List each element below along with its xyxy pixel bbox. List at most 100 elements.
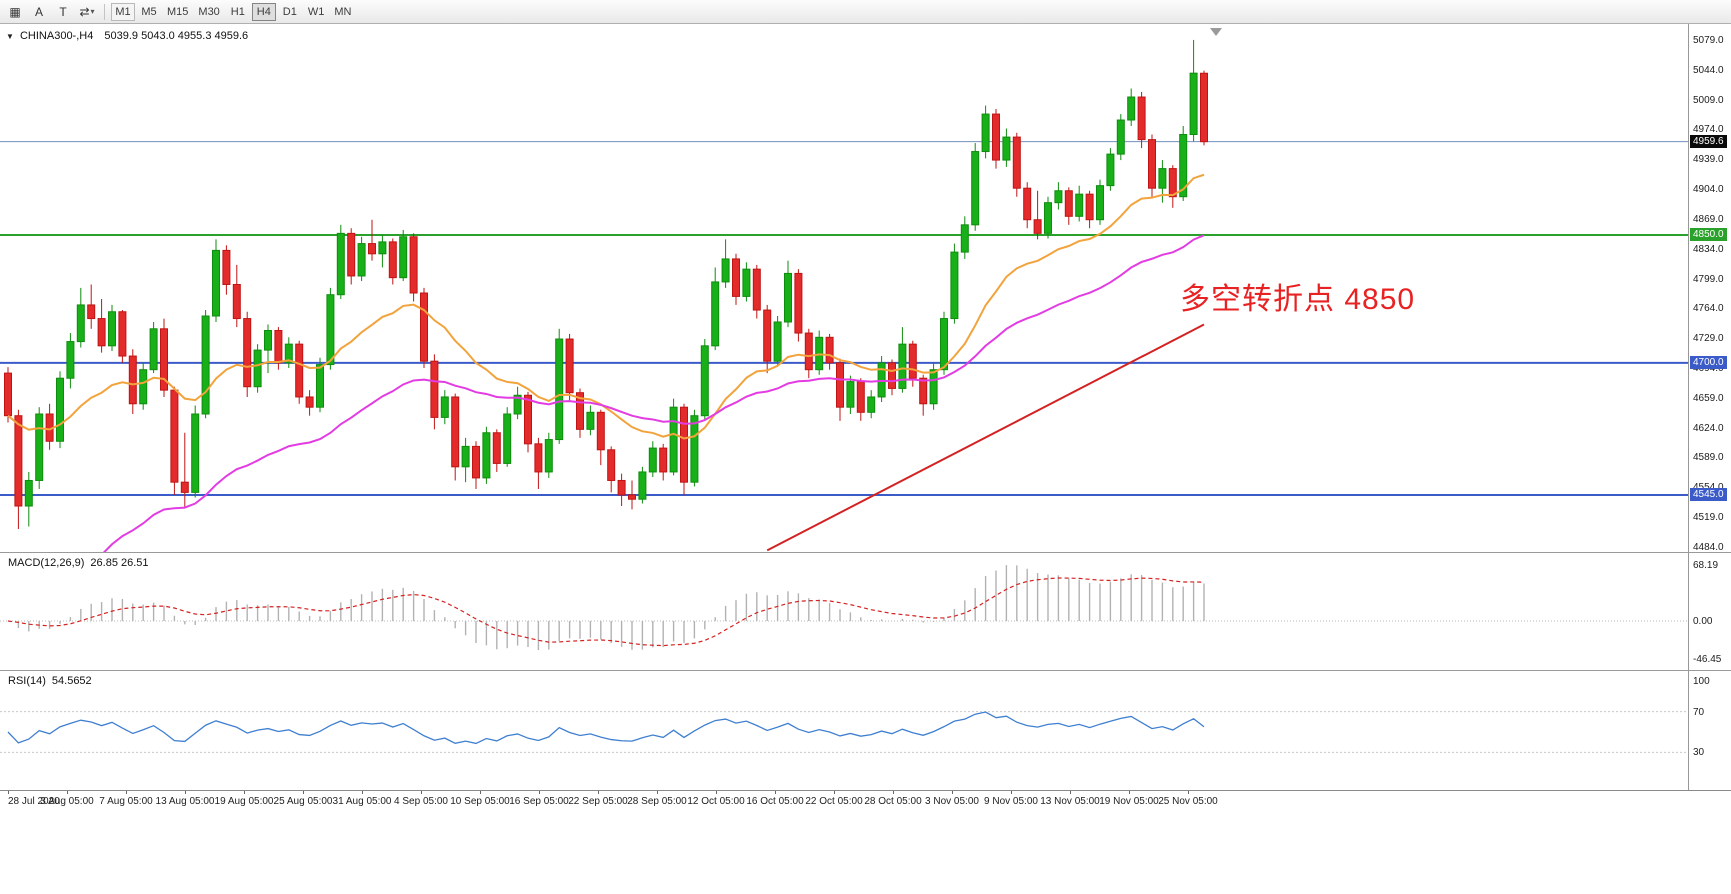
timeframe-m15-button[interactable]: M15 <box>163 3 192 21</box>
macd-signal-line <box>7 577 1205 647</box>
chart-annotation-text: 多空转折点 4850 <box>1180 283 1416 316</box>
rsi-value: 54.5652 <box>51 675 92 687</box>
candle <box>586 411 595 430</box>
timeframe-h1-button[interactable]: H1 <box>226 3 250 21</box>
candle <box>919 377 928 405</box>
macd-label: MACD(12,26,9) 26.85 26.51 <box>8 557 149 569</box>
timeframe-d1-button[interactable]: D1 <box>278 3 302 21</box>
time-tick <box>185 791 186 794</box>
time-tick-label: 10 Sep 05:00 <box>450 796 510 807</box>
price-tick-label: 4764.0 <box>1693 303 1724 315</box>
time-tick-label: 22 Oct 05:00 <box>805 796 863 807</box>
candle <box>1179 134 1188 198</box>
time-tick <box>480 791 481 794</box>
candle <box>908 343 917 379</box>
top-toolbar: ▦ A T ⇄ ▾ M1 M5 M15 M30 H1 H4 D1 W1 MN <box>0 0 1731 24</box>
time-tick <box>1188 791 1189 794</box>
candle <box>690 415 699 483</box>
timeframe-w1-button[interactable]: W1 <box>304 3 329 21</box>
main-chart-panel: ▼ CHINA300-,H4 5039.9 5043.0 4955.3 4959… <box>0 24 1731 553</box>
candle <box>4 372 12 417</box>
timeframe-m5-button[interactable]: M5 <box>137 3 161 21</box>
time-tick <box>834 791 835 794</box>
symbol-dropdown-icon[interactable]: ▼ <box>6 32 14 41</box>
chart-shift-marker[interactable] <box>1210 28 1222 36</box>
time-tick-label: 19 Nov 05:00 <box>1099 796 1159 807</box>
candle <box>66 341 75 379</box>
candle <box>565 338 574 394</box>
candle <box>472 445 480 479</box>
price-tick-label: 4834.0 <box>1693 243 1724 255</box>
candle <box>648 447 657 473</box>
price-scale[interactable]: 5079.0 5044.0 5009.0 4974.0 4939.0 4904.0 4869… <box>1688 24 1731 553</box>
time-tick-label: 28 Sep 05:00 <box>627 796 687 807</box>
rsi-scale[interactable]: 100 70 30 <box>1688 671 1731 790</box>
candle <box>867 396 876 413</box>
time-tick <box>67 791 68 794</box>
rsi-tick-label: 70 <box>1693 706 1705 718</box>
candle <box>607 449 616 481</box>
cycle-symbols-button[interactable]: ⇄ ▾ <box>76 2 98 21</box>
macd-plot[interactable] <box>0 553 1688 670</box>
time-tick <box>8 791 9 794</box>
candle <box>721 258 730 283</box>
candlestick-chart[interactable] <box>0 24 1688 552</box>
candle <box>212 249 220 317</box>
price-tick-label: 5044.0 <box>1693 64 1724 76</box>
candle <box>128 355 137 405</box>
time-tick-label: 16 Sep 05:00 <box>509 796 569 807</box>
timeframe-h4-button[interactable]: H4 <box>251 2 276 21</box>
candle <box>804 332 813 371</box>
price-tick-label: 4554.0 <box>1693 482 1724 493</box>
candle <box>825 336 834 364</box>
rsi-plot[interactable] <box>0 671 1688 790</box>
time-tick-label: 3 Aug 05:00 <box>40 796 94 807</box>
price-tick-label: 4799.0 <box>1693 273 1724 285</box>
trendline[interactable] <box>766 323 1205 552</box>
candle <box>118 311 127 357</box>
drawing-tools-group: ▦ A T ⇄ ▾ <box>3 2 99 21</box>
time-tick <box>775 791 776 794</box>
candle <box>388 241 397 279</box>
time-tick-label: 4 Sep 05:00 <box>394 796 448 807</box>
candle <box>1137 96 1146 141</box>
candle <box>596 411 605 451</box>
candle <box>461 445 470 468</box>
candle <box>24 479 33 507</box>
timeframe-m30-button[interactable]: M30 <box>194 3 223 21</box>
price-tick-label: 4729.0 <box>1693 333 1724 345</box>
price-tick-label: 4484.0 <box>1693 541 1724 553</box>
candle <box>97 318 106 347</box>
candle <box>992 113 1000 161</box>
price-badge: 4700.0 <box>1690 355 1727 369</box>
candle <box>56 377 64 442</box>
time-tick-label: 16 Oct 05:00 <box>746 796 804 807</box>
macd-scale[interactable]: 68.19 0.00 -46.45 <box>1688 553 1731 670</box>
chart-windows-button[interactable]: ▦ <box>4 2 26 21</box>
price-tick-label: 4519.0 <box>1693 512 1724 524</box>
text-tool-button[interactable]: T <box>52 2 74 21</box>
candle <box>784 272 792 323</box>
time-tick-label: 9 Nov 05:00 <box>984 796 1038 807</box>
candle <box>940 318 948 371</box>
price-badge: 4545.0 <box>1690 487 1727 501</box>
time-scale[interactable]: 28 Jul 2020 3 Aug 05:00 7 Aug 05:00 13 Aug … <box>0 790 1731 810</box>
candle <box>700 345 709 417</box>
candle <box>534 443 543 473</box>
candle <box>794 272 803 334</box>
rsi-line <box>7 711 1205 745</box>
candle <box>108 311 116 347</box>
candle <box>378 241 387 255</box>
time-tick <box>303 791 304 794</box>
time-tick-label: 3 Nov 05:00 <box>925 796 979 807</box>
candle <box>451 396 460 468</box>
time-tick <box>539 791 540 794</box>
macd-panel: MACD(12,26,9) 26.85 26.51 68.19 0.00 -46.45 <box>0 552 1731 670</box>
candle <box>336 232 345 296</box>
candle <box>180 481 189 493</box>
time-tick-label: 19 Aug 05:00 <box>214 796 274 807</box>
timeframe-m1-button[interactable]: M1 <box>111 2 135 21</box>
candle <box>680 406 688 483</box>
timeframe-mn-button[interactable]: MN <box>330 3 355 21</box>
annotate-a-button[interactable]: A <box>28 2 50 21</box>
